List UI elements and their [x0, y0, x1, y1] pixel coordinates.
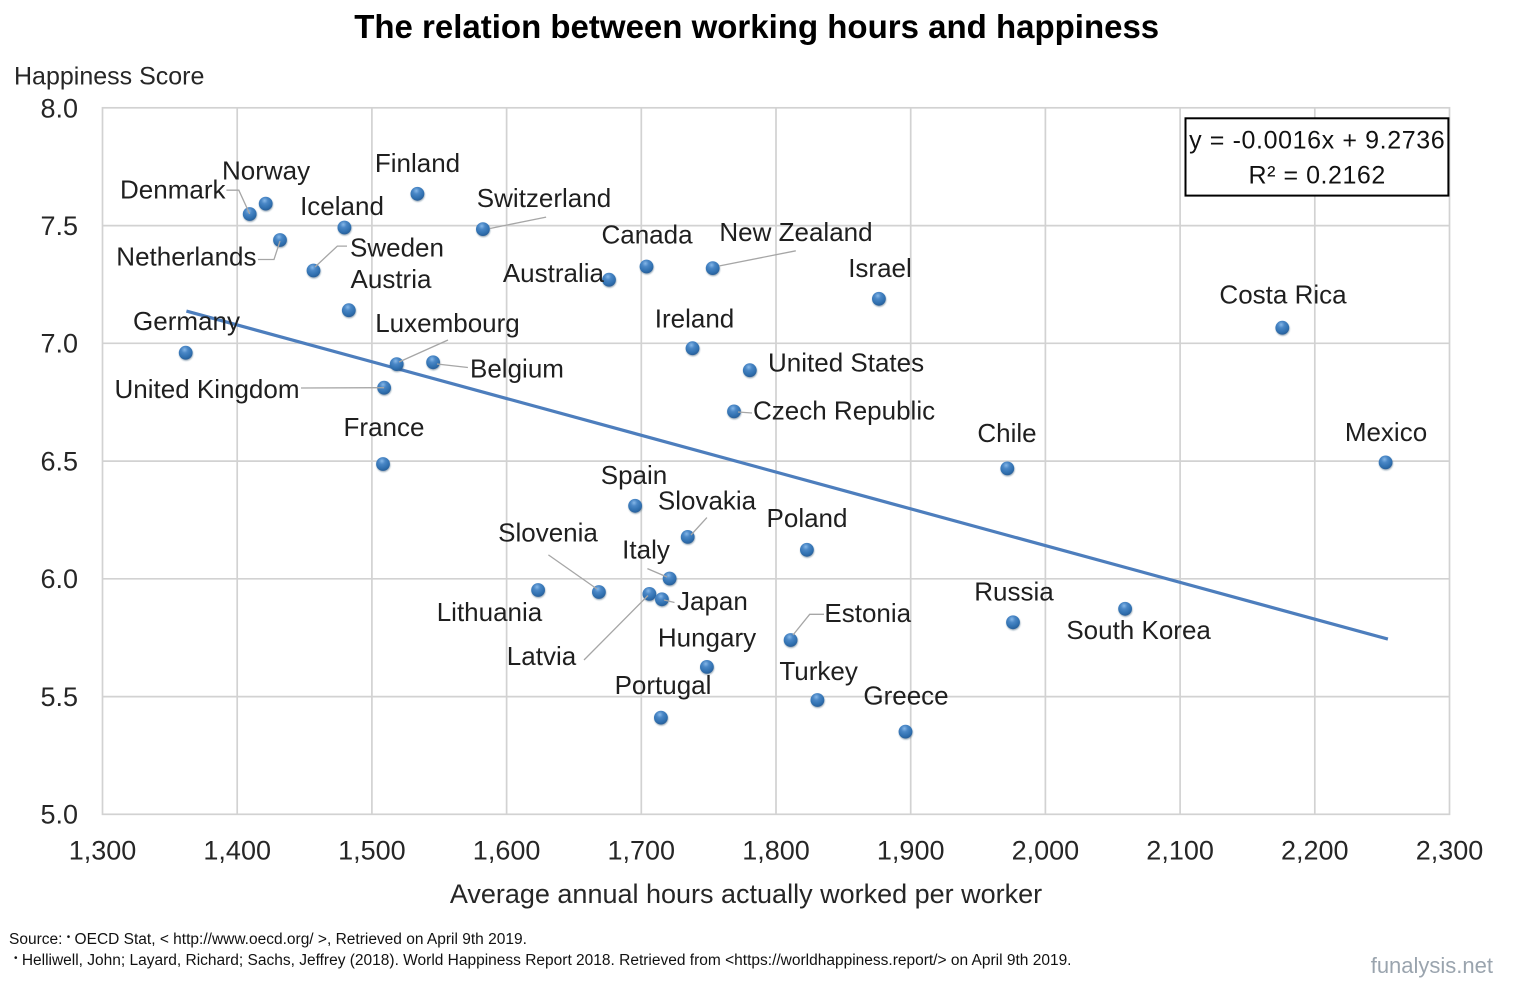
svg-text:South Korea: South Korea	[1066, 615, 1211, 645]
svg-text:Ireland: Ireland	[655, 304, 735, 334]
svg-text:1,900: 1,900	[877, 836, 945, 866]
svg-text:Belgium: Belgium	[470, 354, 564, 384]
svg-text:Chile: Chile	[977, 418, 1036, 448]
svg-text:2,100: 2,100	[1146, 836, 1214, 866]
svg-text:France: France	[344, 412, 425, 442]
svg-text:Norway: Norway	[222, 156, 310, 186]
svg-text:Poland: Poland	[767, 503, 848, 533]
svg-text:5.5: 5.5	[40, 682, 78, 712]
svg-text:Germany: Germany	[133, 306, 240, 336]
svg-text:Estonia: Estonia	[824, 598, 911, 628]
svg-text:• Helliwell, John; Layard, Ric: • Helliwell, John; Layard, Richard; Sach…	[14, 952, 1072, 969]
svg-text:2,000: 2,000	[1012, 836, 1080, 866]
svg-text:1,300: 1,300	[69, 836, 137, 866]
svg-text:Japan: Japan	[677, 586, 748, 616]
svg-text:Portugal: Portugal	[615, 670, 712, 700]
svg-text:7.0: 7.0	[40, 329, 78, 359]
svg-text:The relation between working h: The relation between working hours and h…	[354, 8, 1159, 45]
svg-text:Slovenia: Slovenia	[498, 517, 598, 547]
svg-text:Denmark: Denmark	[120, 175, 226, 205]
svg-text:7.5: 7.5	[40, 211, 78, 241]
svg-text:8.0: 8.0	[40, 94, 78, 124]
svg-text:Canada: Canada	[601, 220, 693, 250]
svg-text:United States: United States	[768, 348, 924, 378]
svg-text:funalysis.net: funalysis.net	[1371, 953, 1493, 978]
svg-text:2,200: 2,200	[1281, 836, 1349, 866]
svg-text:Greece: Greece	[863, 681, 948, 711]
svg-text:Happiness Score: Happiness Score	[14, 63, 204, 91]
svg-text:Sweden: Sweden	[350, 232, 444, 262]
svg-text:Austria: Austria	[351, 264, 432, 294]
svg-text:Finland: Finland	[375, 148, 460, 178]
svg-text:Costa Rica: Costa Rica	[1219, 279, 1347, 309]
svg-text:R² = 0.2162: R² = 0.2162	[1249, 161, 1386, 189]
svg-text:6.5: 6.5	[40, 447, 78, 477]
svg-text:Slovakia: Slovakia	[658, 486, 757, 516]
svg-text:Source: • OECD Stat, < http://: Source: • OECD Stat, < http://www.oecd.o…	[9, 931, 527, 948]
svg-text:Italy: Italy	[622, 535, 670, 565]
svg-text:Luxembourg: Luxembourg	[375, 308, 520, 338]
svg-text:1,500: 1,500	[338, 836, 406, 866]
svg-text:Switzerland: Switzerland	[477, 183, 611, 213]
svg-text:Russia: Russia	[974, 576, 1054, 606]
svg-text:Czech Republic: Czech Republic	[753, 396, 935, 426]
svg-text:Hungary: Hungary	[658, 622, 756, 652]
svg-text:Spain: Spain	[601, 460, 668, 490]
svg-text:1,600: 1,600	[473, 836, 541, 866]
svg-text:United Kingdom: United Kingdom	[115, 374, 300, 404]
svg-text:Lithuania: Lithuania	[437, 597, 543, 627]
svg-text:6.0: 6.0	[40, 564, 78, 594]
svg-text:2,300: 2,300	[1416, 836, 1484, 866]
svg-text:Latvia: Latvia	[507, 641, 577, 671]
svg-text:Average annual hours actually: Average annual hours actually worked per…	[450, 879, 1042, 909]
svg-text:1,700: 1,700	[608, 836, 676, 866]
svg-text:1,400: 1,400	[203, 836, 271, 866]
svg-text:1,800: 1,800	[742, 836, 810, 866]
svg-text:Israel: Israel	[848, 253, 912, 283]
svg-text:y = -0.0016x + 9.2736: y = -0.0016x + 9.2736	[1189, 127, 1445, 155]
svg-text:Turkey: Turkey	[779, 656, 858, 686]
svg-text:New Zealand: New Zealand	[719, 217, 872, 247]
svg-text:Iceland: Iceland	[300, 191, 384, 221]
svg-text:Netherlands: Netherlands	[116, 242, 256, 272]
svg-text:5.0: 5.0	[40, 800, 78, 830]
svg-text:Australia: Australia	[503, 258, 605, 288]
svg-text:Mexico: Mexico	[1345, 417, 1427, 447]
